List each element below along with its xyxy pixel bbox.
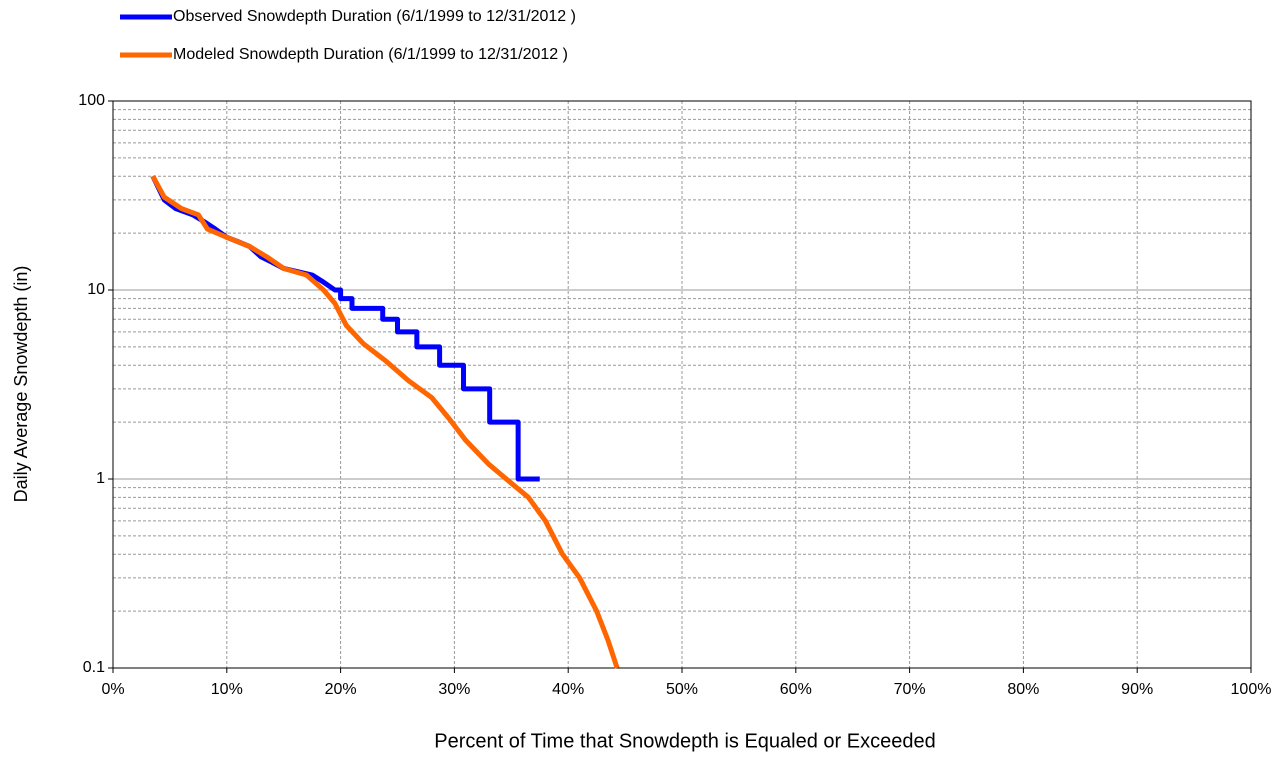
x-tick-label: 70% bbox=[894, 681, 926, 698]
x-tick-label: 100% bbox=[1231, 681, 1272, 698]
x-tick-label: 0% bbox=[101, 681, 124, 698]
y-tick-label: 0.1 bbox=[83, 659, 105, 676]
x-tick-label: 50% bbox=[666, 681, 698, 698]
y-axis-label: Daily Average Snowdepth (in) bbox=[11, 266, 31, 503]
x-tick-label: 90% bbox=[1121, 681, 1153, 698]
x-tick-label: 20% bbox=[325, 681, 357, 698]
x-tick-label: 80% bbox=[1007, 681, 1039, 698]
y-tick-label: 1 bbox=[96, 470, 105, 487]
legend-label: Modeled Snowdepth Duration (6/1/1999 to … bbox=[173, 46, 568, 63]
legend-label: Observed Snowdepth Duration (6/1/1999 to… bbox=[173, 8, 576, 25]
x-tick-label: 60% bbox=[780, 681, 812, 698]
plot-frame bbox=[112, 100, 1252, 669]
x-tick-label: 40% bbox=[552, 681, 584, 698]
y-tick-label: 10 bbox=[87, 281, 105, 298]
x-tick-label: 30% bbox=[438, 681, 470, 698]
x-tick-label: 10% bbox=[211, 681, 243, 698]
x-axis-label: Percent of Time that Snowdepth is Equale… bbox=[434, 730, 935, 752]
data-line bbox=[150, 175, 620, 669]
y-tick-label: 100 bbox=[78, 92, 105, 109]
